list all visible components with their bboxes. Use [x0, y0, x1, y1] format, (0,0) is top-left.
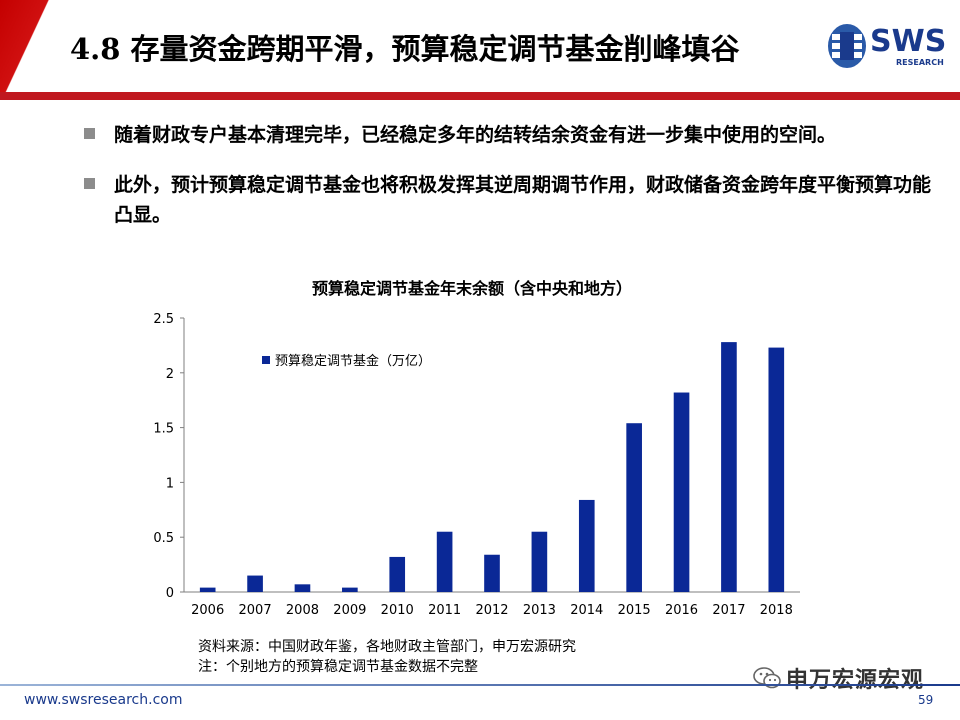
bar — [673, 392, 690, 592]
header-accent-shape — [0, 0, 64, 92]
bar-chart: 预算稳定调节基金年末余额（含中央和地方） 0 0.5 1 1.5 2 2.5 2006 2007… — [153, 279, 800, 618]
bar — [484, 554, 500, 592]
header-divider — [0, 92, 960, 100]
x-tick-label: 2011 — [428, 603, 461, 618]
bar — [436, 531, 453, 592]
y-tick-label: 1.5 — [153, 422, 174, 437]
bar — [342, 587, 358, 592]
y-tick-label: 1 — [166, 476, 174, 491]
bar — [768, 347, 785, 592]
footer-divider — [0, 684, 960, 686]
y-tick-label: 0 — [166, 586, 174, 601]
x-tick-label: 2017 — [712, 603, 745, 618]
x-tick-label: 2015 — [618, 603, 651, 618]
legend-swatch — [262, 356, 270, 364]
y-tick-label: 2 — [166, 367, 174, 382]
bar — [721, 342, 737, 592]
slide-header: 4.8 存量资金跨期平滑，预算稳定调节基金削峰填谷 SWS RESEARCH — [0, 0, 960, 92]
x-tick-label: 2014 — [570, 603, 603, 618]
wechat-icon — [753, 667, 781, 689]
bullet-text: 此外，预计预算稳定调节基金也将积极发挥其逆周期调节作用，财政储备资金跨年度平衡预… — [114, 174, 932, 226]
x-tick-label: 2012 — [475, 603, 508, 618]
chart-title: 预算稳定调节基金年末余额（含中央和地方） — [312, 279, 632, 298]
sws-logo-icon — [828, 24, 866, 68]
watermark-text: 申万宏源宏观 — [786, 668, 925, 693]
x-tick-label: 2018 — [760, 603, 793, 618]
x-tick-label: 2013 — [523, 603, 556, 618]
wechat-watermark: 申万宏源宏观 — [752, 660, 924, 696]
x-tick-label: 2010 — [381, 603, 414, 618]
footnote: 注：个别地方的预算稳定调节基金数据不完整 — [198, 659, 478, 675]
sws-logo: SWS RESEARCH — [826, 22, 946, 78]
square-bullet-icon — [84, 178, 95, 189]
page-number: 59 — [918, 693, 934, 707]
y-tick-label: 0.5 — [153, 531, 174, 546]
x-tick-label: 2016 — [665, 603, 698, 618]
logo-text: SWS — [870, 24, 947, 59]
x-tick-label: 2007 — [239, 603, 272, 618]
x-tick-label: 2009 — [333, 603, 366, 618]
footer-url: www.swsresearch.com — [24, 692, 183, 708]
bullet-item: 随着财政专户基本清理完毕，已经稳定多年的结转结余资金有进一步集中使用的空间。 — [84, 120, 934, 150]
bullet-text: 随着财政专户基本清理完毕，已经稳定多年的结转结余资金有进一步集中使用的空间。 — [114, 124, 837, 146]
x-tick-label: 2006 — [191, 603, 224, 618]
bar — [247, 575, 263, 592]
bar — [626, 423, 642, 592]
source-note: 资料来源：中国财政年鉴，各地财政主管部门，申万宏源研究 — [198, 639, 576, 655]
legend-label: 预算稳定调节基金（万亿） — [275, 353, 431, 369]
bar — [578, 499, 595, 592]
y-tick-label: 2.5 — [153, 312, 174, 327]
bar — [531, 531, 548, 592]
bar — [389, 556, 406, 592]
bar — [294, 584, 311, 592]
square-bullet-icon — [84, 128, 95, 139]
bullet-list: 随着财政专户基本清理完毕，已经稳定多年的结转结余资金有进一步集中使用的空间。 此… — [84, 120, 934, 250]
x-tick-label: 2008 — [286, 603, 319, 618]
bar — [199, 587, 216, 592]
bullet-item: 此外，预计预算稳定调节基金也将积极发挥其逆周期调节作用，财政储备资金跨年度平衡预… — [84, 170, 934, 230]
logo-subtext: RESEARCH — [896, 58, 944, 67]
slide-title: 4.8 存量资金跨期平滑，预算稳定调节基金削峰填谷 — [70, 32, 740, 66]
